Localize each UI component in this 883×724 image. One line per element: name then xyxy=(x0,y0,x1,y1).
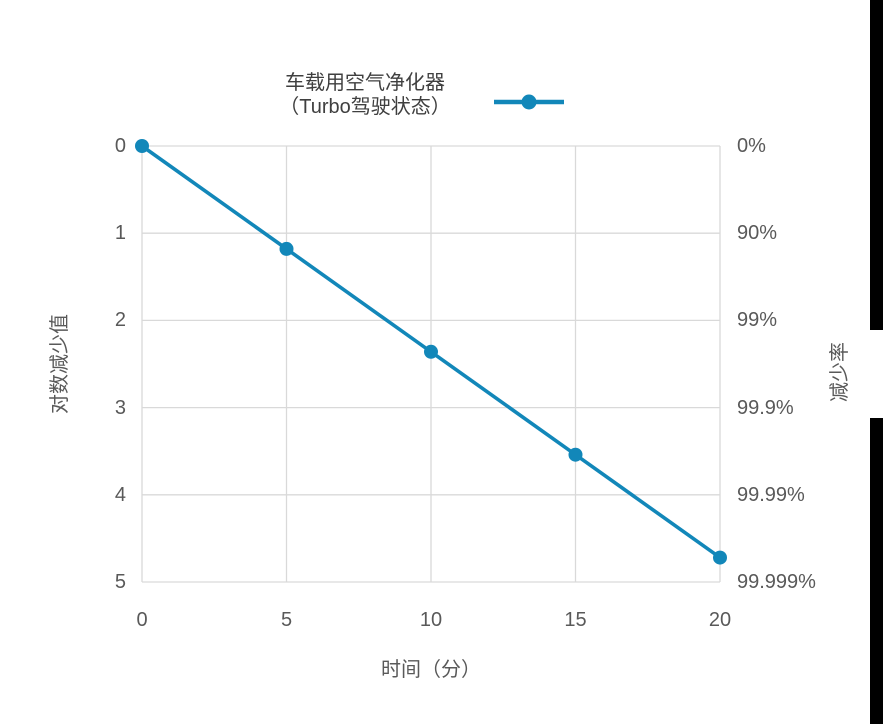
y-tick-left: 4 xyxy=(114,483,126,506)
data-point-marker xyxy=(713,550,727,565)
y-tick-right: 0% xyxy=(737,135,766,157)
y-tick-left: 1 xyxy=(114,222,126,245)
legend-key-marker xyxy=(521,94,537,110)
x-tick: 0 xyxy=(136,609,148,631)
y-tick-right: 99.999% xyxy=(737,571,816,593)
x-tick: 10 xyxy=(419,609,443,631)
y-tick-left: 0 xyxy=(114,135,126,157)
y-tick-left: 5 xyxy=(114,571,126,593)
x-tick: 5 xyxy=(280,609,293,631)
y-axis-right-title: 减少率 xyxy=(829,342,851,402)
right-edge-black-bar-bottom xyxy=(870,418,883,724)
right-edge-black-bar-top xyxy=(870,0,883,330)
y-tick-left: 2 xyxy=(114,309,126,332)
y-tick-right: 99.99% xyxy=(737,483,805,506)
y-tick-left: 3 xyxy=(114,396,126,419)
data-point-marker xyxy=(279,241,294,256)
x-tick: 15 xyxy=(564,609,587,631)
legend-key-icon xyxy=(494,94,564,110)
y-axis-left-title: 对数减少值 xyxy=(49,314,71,414)
x-tick: 20 xyxy=(708,609,732,631)
y-tick-right: 99.9% xyxy=(737,396,794,419)
legend: 车载用空气净化器 （Turbo驾驶状态） xyxy=(239,71,491,119)
legend-series-label-line1: 车载用空气净化器 xyxy=(285,72,445,94)
legend-series-label-line2: （Turbo驾驶状态） xyxy=(279,96,451,118)
data-point-marker xyxy=(568,447,583,462)
data-point-marker xyxy=(135,139,149,153)
y-tick-right: 90% xyxy=(737,222,778,245)
y-tick-right: 99% xyxy=(737,309,778,332)
x-axis-title: 时间（分） xyxy=(381,659,481,681)
data-point-marker xyxy=(424,344,438,359)
